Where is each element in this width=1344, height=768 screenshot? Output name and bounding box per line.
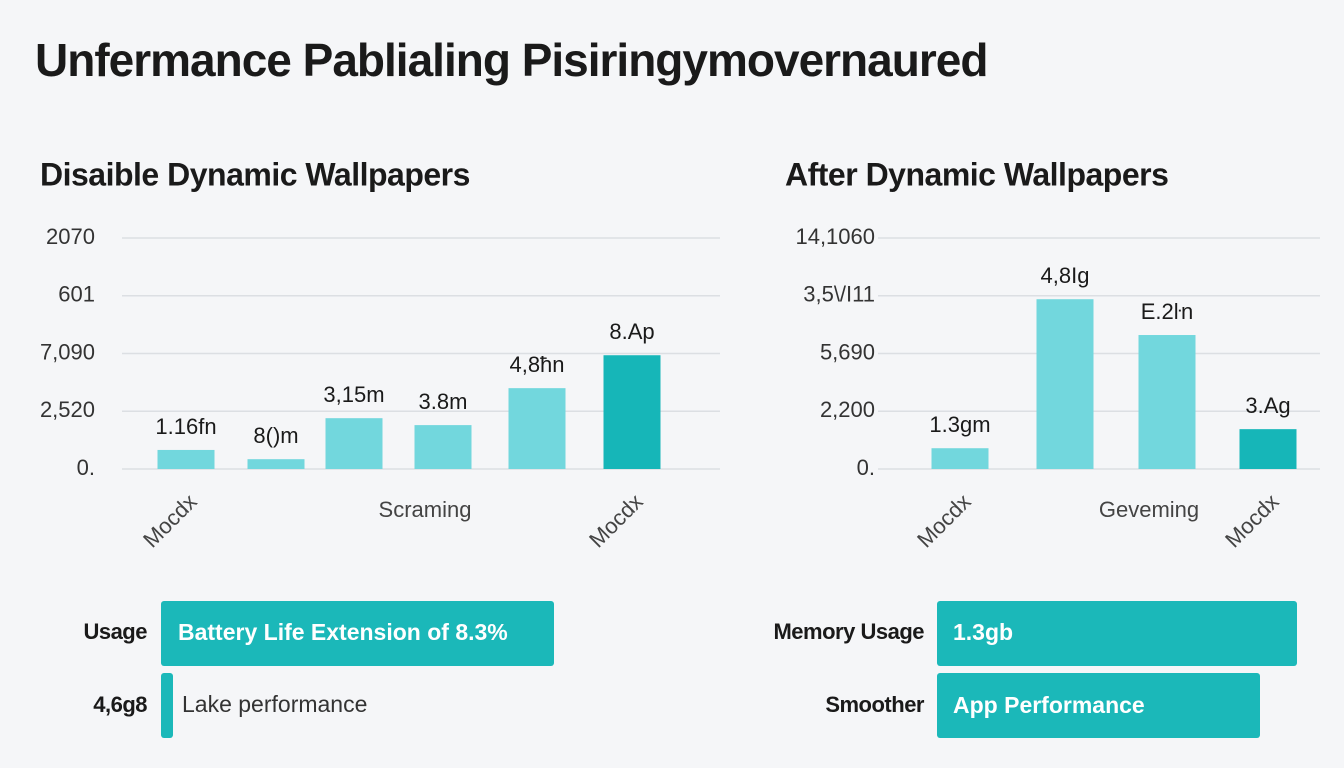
data-label: 3.Ag — [1245, 393, 1290, 418]
callout-text: 1.3gb — [953, 619, 1013, 645]
callout-box — [161, 673, 173, 738]
bar — [414, 425, 472, 469]
x-tick-label: Scraming — [379, 497, 472, 522]
data-label: 8()m — [253, 423, 298, 448]
bar — [325, 418, 383, 469]
chart-title: After Dynamic Wallpapers — [785, 156, 1168, 192]
bar — [508, 388, 566, 469]
y-tick-label: 7,090 — [40, 339, 95, 364]
callout-text: Lake performance — [182, 691, 367, 717]
data-label: 3.8m — [419, 389, 468, 414]
y-tick-label: 0. — [77, 455, 95, 480]
x-tick-label: Mocdx — [1220, 489, 1283, 552]
data-label: 1.3gm — [929, 412, 990, 437]
callout-label: Usage — [83, 619, 147, 644]
callout-box — [937, 601, 1297, 666]
callout-label: Smoother — [825, 692, 925, 717]
data-label: E.2ŀn — [1141, 299, 1194, 324]
x-tick-label: Mocdx — [584, 489, 647, 552]
data-label: 3,15m — [323, 382, 384, 407]
bar — [157, 449, 215, 469]
y-tick-label: 5,690 — [820, 339, 875, 364]
y-tick-label: 601 — [58, 282, 95, 307]
y-tick-label: 2,200 — [820, 397, 875, 422]
y-tick-label: 3,5\/I11 — [803, 282, 875, 307]
page-title: Unfermance Pablialing Pisiringymovernaur… — [35, 34, 987, 86]
data-label: 4,8Ig — [1041, 263, 1090, 288]
data-label: 8.Ap — [609, 319, 654, 344]
callout-text: App Performance — [953, 692, 1145, 718]
callout-box — [161, 601, 554, 666]
bar — [247, 459, 305, 469]
x-tick-label: Geveming — [1099, 497, 1199, 522]
y-tick-label: 0. — [857, 455, 875, 480]
bar — [1036, 299, 1094, 469]
x-tick-label: Mocdx — [912, 489, 975, 552]
bar — [1239, 429, 1297, 469]
callout-text: Battery Life Extension of 8.3% — [178, 619, 508, 645]
callout-label: 4,6g8 — [93, 692, 147, 717]
callout-box — [937, 673, 1260, 738]
x-tick-label: Mocdx — [138, 489, 201, 552]
y-tick-label: 2070 — [46, 224, 95, 249]
y-tick-label: 14,1060 — [795, 224, 875, 249]
bar — [603, 355, 661, 469]
callout-label: Memory Usage — [773, 619, 924, 644]
chart-title: Disaible Dynamic Wallpapers — [40, 156, 470, 192]
data-label: 1.16fn — [155, 414, 216, 439]
y-tick-label: 2,520 — [40, 397, 95, 422]
bar — [1138, 335, 1196, 469]
bar — [931, 448, 989, 469]
data-label: 4,8ħn — [509, 352, 564, 377]
